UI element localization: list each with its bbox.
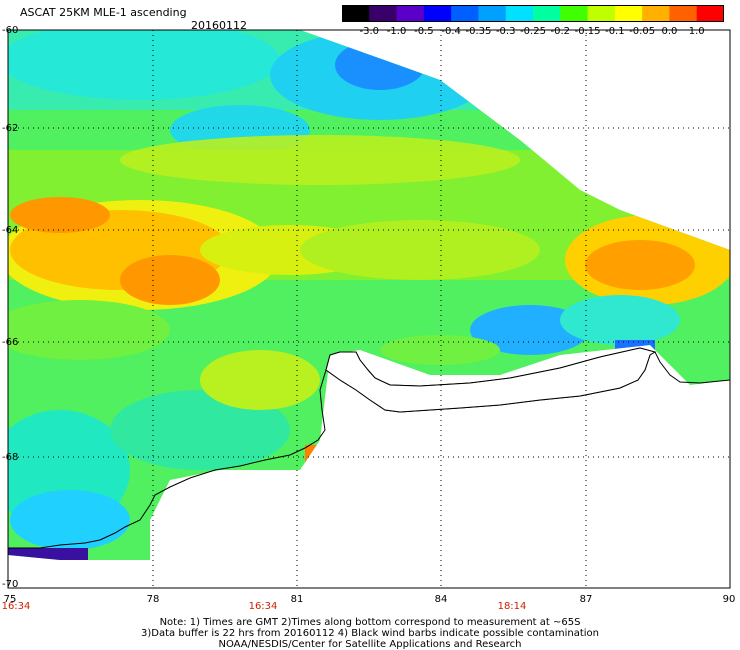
color-scale-bar: [342, 5, 724, 22]
lon-label: 75: [3, 594, 17, 605]
graticule: [8, 30, 730, 588]
time-label: 16:34: [248, 601, 278, 612]
color-scale-label: -0.3: [495, 26, 516, 37]
product-title: ASCAT 25KM MLE-1 ascending: [20, 6, 187, 19]
note-line: NOAA/NESDIS/Center for Satellite Applica…: [218, 639, 522, 650]
color-swatch: [478, 5, 507, 22]
lat-label: -68: [2, 452, 19, 463]
note-line: Note: 1) Times are GMT 2)Times along bot…: [159, 617, 581, 628]
color-scale-label: -1.0: [386, 26, 407, 37]
color-swatch: [560, 5, 589, 22]
color-scale-label: -0.25: [520, 26, 546, 37]
product-date: 20160112: [191, 19, 247, 32]
color-swatch: [396, 5, 425, 22]
color-swatch: [696, 5, 724, 22]
lon-label: 78: [146, 594, 160, 605]
lon-label: 90: [722, 594, 736, 605]
color-swatch: [342, 5, 370, 22]
color-swatch: [369, 5, 398, 22]
color-scale-label: -0.35: [465, 26, 492, 37]
lon-label: 81: [290, 594, 304, 605]
color-swatch: [533, 5, 561, 22]
lon-label: 84: [434, 594, 448, 605]
color-scale-label: -0.05: [629, 26, 656, 37]
lat-label: -60: [2, 25, 19, 36]
note-line: 3)Data buffer is 22 hrs from 20160112 4)…: [141, 628, 599, 639]
color-scale-label: -0.1: [605, 26, 625, 37]
lat-label: -62: [2, 123, 19, 134]
color-swatch: [642, 5, 671, 22]
lat-label: -64: [2, 225, 19, 236]
time-label: 18:14: [497, 601, 527, 612]
color-swatch: [669, 5, 698, 22]
color-scale-label: -0.5: [414, 26, 434, 37]
wind-field-data: [8, 30, 730, 560]
color-scale-label: -3.0: [359, 26, 380, 37]
color-scale-label: -0.2: [550, 26, 571, 37]
color-scale-label: 0.0: [661, 26, 678, 37]
map-frame: [7, 29, 731, 589]
color-swatch: [505, 5, 534, 22]
lat-label: -70: [2, 579, 19, 590]
color-scale-label: -0.15: [574, 26, 601, 37]
lon-label: 87: [579, 594, 593, 605]
ice-shelf: [325, 347, 657, 413]
color-swatch: [451, 5, 480, 22]
color-swatch: [614, 5, 643, 22]
color-bar-border: [342, 5, 724, 22]
color-swatch: [423, 5, 452, 22]
color-swatch: [587, 5, 616, 22]
lat-label: -66: [2, 337, 19, 348]
time-label: 16:34: [1, 601, 31, 612]
color-scale-label: -0.4: [441, 26, 461, 37]
color-scale-label: 1.0: [688, 26, 705, 37]
